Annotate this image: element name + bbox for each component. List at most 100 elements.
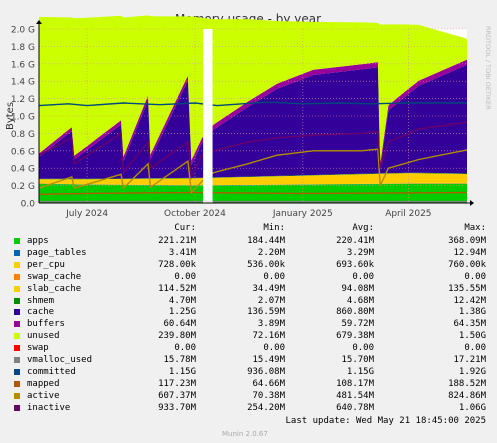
legend-max: 0.00 bbox=[464, 271, 486, 282]
header-max: Max: bbox=[464, 223, 486, 233]
y-tick-label: 1.2 G bbox=[11, 95, 35, 105]
y-tick-label: 1.4 G bbox=[11, 78, 35, 88]
line-committed bbox=[38, 101, 467, 107]
legend-min: 2.20M bbox=[257, 247, 285, 258]
legend-avg: 0.00 bbox=[352, 343, 374, 354]
legend-row-vmalloc-used: vmalloc_used 15.78M 15.49M 15.70M 17.21M bbox=[0, 355, 497, 366]
legend-swatch bbox=[14, 380, 20, 387]
legend-row-slab-cache: slab_cache 114.52M 34.49M 94.08M 135.55M bbox=[0, 284, 497, 295]
legend-max: 17.21M bbox=[453, 355, 486, 365]
legend-avg: 220.41M bbox=[336, 236, 374, 246]
legend-name: mapped bbox=[27, 378, 60, 389]
y-axis-label: Bytes bbox=[5, 102, 16, 130]
x-ticks: July 2024 October 2024 January 2025 April 2… bbox=[65, 209, 431, 219]
legend-min: 0.00 bbox=[263, 343, 285, 354]
legend-max: 1.38G bbox=[458, 307, 486, 318]
legend-swatch bbox=[14, 404, 20, 411]
legend-cur: 239.80M bbox=[158, 331, 196, 342]
legend-name: cache bbox=[27, 307, 55, 318]
legend-max: 368.09M bbox=[448, 236, 486, 246]
legend-min: 70.38M bbox=[252, 390, 285, 401]
legend-row-per-cpu: per_cpu 728.00k 536.00k 693.60k 760.00k bbox=[0, 260, 497, 271]
legend-row-swap-cache: swap_cache 0.00 0.00 0.00 0.00 bbox=[0, 272, 497, 283]
legend-max: 0.00 bbox=[464, 343, 486, 354]
legend-name: swap bbox=[27, 343, 49, 354]
legend-cur: 933.70M bbox=[158, 402, 196, 413]
legend-name: active bbox=[27, 390, 60, 401]
legend-name: unused bbox=[27, 331, 60, 342]
legend-min: 536.00k bbox=[247, 259, 285, 270]
legend-cur: 15.78M bbox=[163, 355, 196, 365]
legend-cur: 60.64M bbox=[163, 319, 196, 330]
legend-row-page-tables: page_tables 3.41M 2.20M 3.29M 12.94M bbox=[0, 248, 497, 259]
legend-cur: 117.23M bbox=[158, 378, 196, 389]
legend-max: 1.92G bbox=[458, 366, 486, 377]
legend-cur: 0.00 bbox=[174, 343, 196, 354]
legend-max: 1.50G bbox=[458, 331, 486, 342]
legend-min: 936.08M bbox=[247, 366, 285, 377]
header-min: Min: bbox=[263, 223, 285, 233]
y-tick-label: 0.4 G bbox=[11, 165, 35, 175]
legend-max: 135.55M bbox=[448, 283, 486, 294]
y-tick-label: 0.2 G bbox=[11, 182, 35, 192]
legend-cur: 1.25G bbox=[168, 307, 196, 318]
legend-name: inactive bbox=[27, 402, 71, 413]
legend-avg: 693.60k bbox=[336, 259, 374, 270]
y-tick-label: 1.6 G bbox=[11, 60, 35, 70]
y-tick-label: 1.0 G bbox=[11, 113, 35, 123]
x-tick-label: April 2025 bbox=[385, 209, 431, 219]
legend-swatch bbox=[14, 345, 20, 352]
legend-min: 64.66M bbox=[252, 378, 285, 389]
legend-name: buffers bbox=[27, 319, 65, 330]
legend-name: slab_cache bbox=[27, 283, 82, 294]
version-row: Munin 2.0.67 bbox=[0, 429, 497, 440]
legend-header: Cur: Min: Avg: Max: bbox=[0, 223, 497, 234]
last-update-row: Last update: Wed May 21 18:45:00 2025 bbox=[0, 416, 497, 427]
area-shmem bbox=[39, 172, 467, 180]
legend-avg: 679.38M bbox=[336, 331, 374, 342]
legend-avg: 94.08M bbox=[341, 283, 374, 294]
legend-row-cache: cache 1.25G 136.59M 860.80M 1.38G bbox=[0, 307, 497, 318]
header-avg: Avg: bbox=[352, 223, 374, 233]
x-tick-label: July 2024 bbox=[65, 209, 108, 219]
legend-avg: 15.70M bbox=[341, 355, 374, 365]
legend-swatch bbox=[14, 261, 20, 268]
y-tick-label: 0.8 G bbox=[11, 130, 35, 140]
legend-row-unused: unused 239.80M 72.16M 679.38M 1.50G bbox=[0, 331, 497, 342]
legend-min: 184.44M bbox=[247, 236, 285, 246]
legend-swatch bbox=[14, 273, 20, 280]
stack-layer bbox=[39, 15, 467, 203]
legend-max: 760.00k bbox=[448, 259, 486, 270]
legend-swatch bbox=[14, 357, 20, 363]
legend-name: committed bbox=[27, 366, 76, 377]
legend-name: apps bbox=[27, 236, 49, 246]
area-unused bbox=[39, 15, 467, 164]
legend-cur: 728.00k bbox=[158, 259, 196, 270]
legend-cur: 221.21M bbox=[158, 236, 196, 246]
rrdtool-credit: RRDTOOL / TOBI OETIKER bbox=[484, 26, 492, 110]
y-tick-label: 0.6 G bbox=[11, 147, 35, 157]
legend-max: 64.35M bbox=[453, 319, 486, 330]
legend-min: 72.16M bbox=[252, 331, 285, 342]
legend-min: 2.07M bbox=[257, 295, 285, 306]
legend-swatch bbox=[14, 297, 20, 304]
axes bbox=[36, 20, 474, 206]
legend-row-committed: committed 1.15G 936.08M 1.15G 1.92G bbox=[0, 367, 497, 378]
legend-cur: 1.15G bbox=[168, 366, 196, 377]
legend-max: 12.94M bbox=[453, 247, 486, 258]
legend-min: 15.49M bbox=[252, 355, 285, 365]
x-tick-label: January 2025 bbox=[272, 209, 333, 219]
legend-row-buffers: buffers 60.64M 3.89M 59.72M 64.35M bbox=[0, 319, 497, 330]
legend-avg: 108.17M bbox=[336, 378, 374, 389]
legend-row-apps: apps 221.21M 184.44M 220.41M 368.09M bbox=[0, 236, 497, 247]
legend-name: swap_cache bbox=[27, 271, 82, 282]
legend-cur: 3.41M bbox=[168, 247, 196, 258]
legend-min: 254.20M bbox=[247, 402, 285, 413]
legend-avg: 860.80M bbox=[336, 307, 374, 318]
legend-avg: 59.72M bbox=[341, 319, 374, 330]
y-tick-label: 2.0 G bbox=[11, 26, 35, 36]
legend-cur: 607.37M bbox=[158, 390, 196, 401]
legend-row-active: active 607.37M 70.38M 481.54M 824.86M bbox=[0, 391, 497, 402]
legend-name: page_tables bbox=[27, 247, 87, 258]
y-ticks: 0.0 0.2 G 0.4 G 0.6 G 0.8 G 1.0 G 1.2 G 1.4 G 1.… bbox=[11, 26, 35, 210]
